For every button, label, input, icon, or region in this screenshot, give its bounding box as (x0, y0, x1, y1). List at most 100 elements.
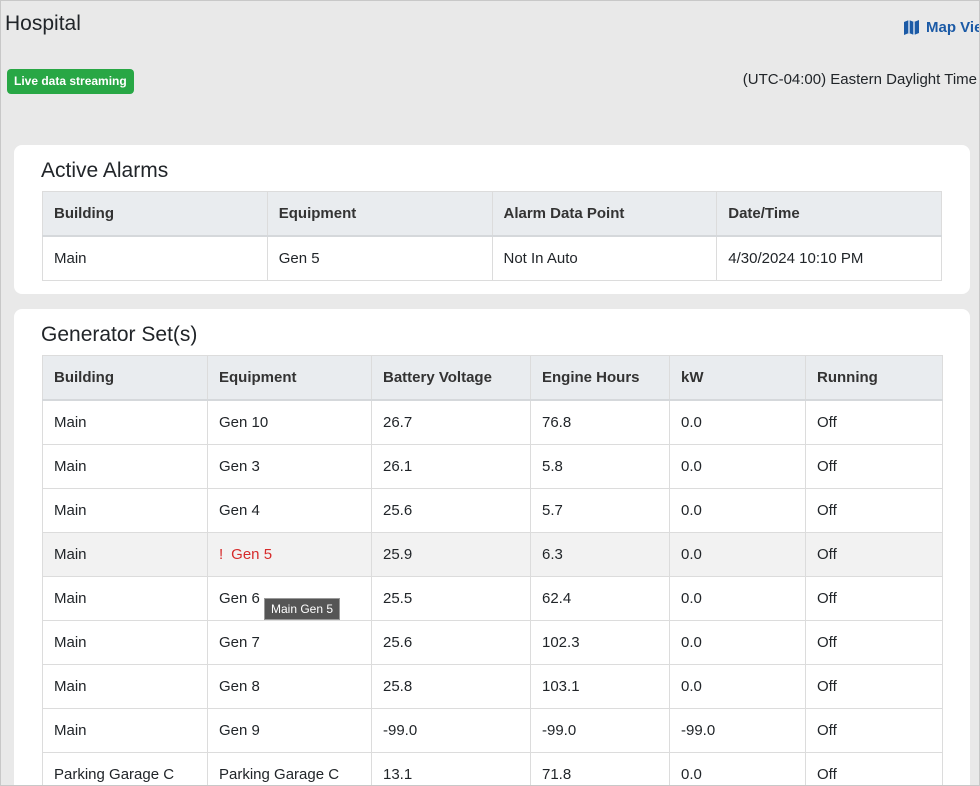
cell: 0.0 (669, 444, 806, 489)
cell: 0.0 (669, 620, 806, 665)
cell-text: Gen 4 (219, 502, 260, 519)
cell: 102.3 (530, 620, 670, 665)
cell-text: 6.3 (542, 546, 563, 563)
column-header: Building (42, 191, 268, 237)
cell: 13.1 (371, 752, 531, 785)
cell: 62.4 (530, 576, 670, 621)
cell: 71.8 (530, 752, 670, 785)
map-view-link[interactable]: Map View (903, 19, 979, 36)
cell: Off (805, 488, 943, 533)
cell-text: 26.1 (383, 458, 413, 475)
cell: 25.5 (371, 576, 531, 621)
cell: Off (805, 532, 943, 577)
generator-row[interactable]: Main Gen 4 25.6 5.7 0.0 Off (42, 488, 943, 533)
generator-row[interactable]: Main Gen 10 26.7 76.8 0.0 Off (42, 399, 943, 445)
cell-text: Off (817, 678, 837, 695)
cell-text: Parking Garage C (54, 766, 175, 783)
cell: 25.6 (371, 620, 531, 665)
cell-text: -99.0 (383, 722, 418, 739)
cell-text: Gen 10 (219, 414, 269, 431)
card-title: Generator Set(s) (41, 323, 198, 346)
cell-text: Gen 9 (219, 722, 260, 739)
cell-text: 5.8 (542, 458, 563, 475)
cell-text: Gen 8 (219, 678, 260, 695)
alarm-row[interactable]: Main Gen 5 Not In Auto 4/30/2024 10:10 PM (42, 235, 942, 281)
cell: Main (42, 488, 208, 533)
column-header: Running (805, 355, 943, 401)
cell: Main (42, 664, 208, 709)
cell: 5.8 (530, 444, 670, 489)
cell-text: -99.0 (542, 722, 577, 739)
generator-row[interactable]: Parking Garage C Parking Garage C 13.1 71.8… (42, 752, 943, 785)
cell-text: 0.0 (681, 502, 702, 519)
cell-text: 25.6 (383, 634, 413, 651)
column-header: Date/Time (716, 191, 942, 237)
cell-text: -99.0 (681, 722, 716, 739)
cell-text: Gen 7 (219, 634, 260, 651)
cell-text: Main (54, 678, 87, 695)
cell-text: 0.0 (681, 678, 702, 695)
column-header: Equipment (266, 191, 493, 237)
cell-text: Parking Garage C (219, 766, 340, 783)
cell-text: 0.0 (681, 766, 702, 783)
cell: Off (805, 664, 943, 709)
cell: 0.0 (669, 399, 806, 445)
cell: 0.0 (669, 488, 806, 533)
cell: -99.0 (530, 708, 670, 753)
cell: Main (42, 235, 268, 281)
cell-text: Gen 5 (231, 546, 273, 563)
cell-text: Gen 3 (219, 458, 260, 475)
tooltip: Main Gen 5 (264, 598, 341, 620)
cell-text: Main (54, 546, 87, 563)
cell-text: Main (54, 634, 87, 651)
cell: Parking Garage C (207, 752, 372, 785)
cell: 4/30/2024 10:10 PM (716, 235, 942, 281)
generator-row[interactable]: Main Gen 9 -99.0 -99.0 -99.0 Off (42, 708, 943, 753)
cell-text: Off (817, 766, 837, 783)
generator-row[interactable]: Main Gen 6 25.5 62.4 0.0 Off (42, 576, 943, 621)
map-icon (904, 20, 919, 35)
cell: 103.1 (530, 664, 670, 709)
header-row: Building Equipment Alarm Data Point Date/Ti… (42, 191, 942, 237)
cell-text: 62.4 (542, 590, 572, 607)
cell-text: 25.9 (383, 546, 413, 563)
cell: Not In Auto (491, 235, 718, 281)
cell-text: Main (54, 590, 87, 607)
alarms-table: Building Equipment Alarm Data Point Date/Ti… (42, 191, 942, 281)
cell-text: Off (817, 634, 837, 651)
generator-row[interactable]: Main Gen 3 26.1 5.8 0.0 Off (42, 444, 943, 489)
cell-text: Off (817, 414, 837, 431)
cell: 0.0 (669, 576, 806, 621)
cell: Gen 10 (207, 399, 372, 445)
cell-text: 26.7 (383, 414, 413, 431)
cell: -99.0 (669, 708, 806, 753)
generator-row[interactable]: Main! Gen 5 25.9 6.3 0.0 Off (42, 532, 943, 577)
cell-text: 103.1 (542, 678, 580, 695)
column-header: Engine Hours (530, 355, 670, 401)
generators-card: Generator Set(s) Building Equipment Batter… (14, 309, 970, 785)
cell: Main (42, 708, 208, 753)
cell: Off (805, 752, 943, 785)
cell: Off (805, 399, 943, 445)
cell: 0.0 (669, 752, 806, 785)
cell: 25.9 (371, 532, 531, 577)
generator-row[interactable]: Main Gen 7 25.6 102.3 0.0 Off (42, 620, 943, 665)
map-view-text[interactable]: Map View (926, 19, 979, 36)
column-header: Battery Voltage (371, 355, 531, 401)
cell: 25.8 (371, 664, 531, 709)
cell: Off (805, 708, 943, 753)
cell-text: Main (54, 414, 87, 431)
header-row: Building Equipment Battery Voltage Engine H… (42, 355, 943, 401)
cell: Gen 4 (207, 488, 372, 533)
column-header: kW (669, 355, 806, 401)
cell-text: 13.1 (383, 766, 413, 783)
column-header: Building (42, 355, 208, 401)
cell: Gen 8 (207, 664, 372, 709)
cell: 26.7 (371, 399, 531, 445)
generator-row[interactable]: Main Gen 8 25.8 103.1 0.0 Off (42, 664, 943, 709)
cell: Main (42, 576, 208, 621)
cell: Off (805, 620, 943, 665)
cell: 5.7 (530, 488, 670, 533)
cell: Gen 9 (207, 708, 372, 753)
column-header: Alarm Data Point (491, 191, 718, 237)
